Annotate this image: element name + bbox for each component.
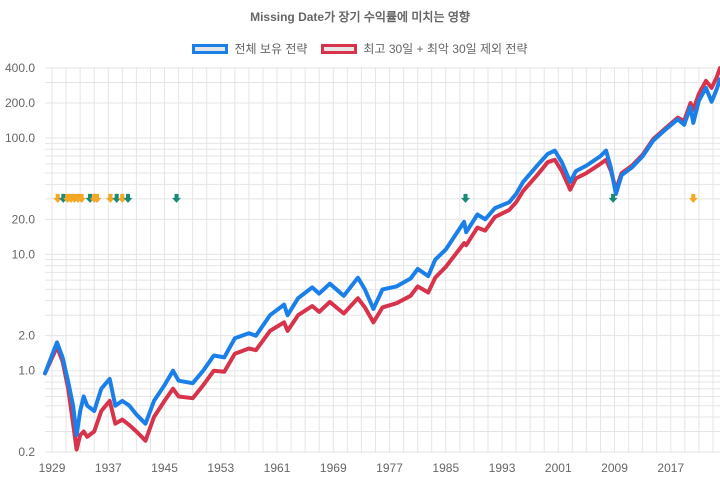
worst-day-marker (172, 193, 181, 203)
x-tick-label: 1929 (39, 461, 66, 475)
chart-title: Missing Date가 장기 수익률에 미치는 영향 (250, 10, 470, 24)
best-day-marker (77, 193, 87, 203)
x-tick-label: 1953 (207, 461, 234, 475)
x-tick-label: 2001 (545, 461, 572, 475)
worst-day-marker (85, 193, 95, 203)
y-tick-label: 10.0 (12, 247, 36, 261)
y-tick-label: 400.0 (5, 61, 35, 75)
worst-day-marker (58, 193, 68, 203)
x-tick-label: 1945 (151, 461, 178, 475)
best-day-marker (117, 193, 127, 203)
x-tick-label: 2009 (601, 461, 628, 475)
worst-day-marker (608, 193, 618, 203)
legend-swatch-exclude-days (321, 43, 358, 54)
best-day-marker (92, 193, 102, 203)
worst-day-marker (123, 193, 133, 203)
best-day-marker (105, 193, 115, 203)
worst-day-marker (461, 193, 470, 203)
chart-legend: 전체 보유 전략 최고 30일 + 최악 30일 제외 전략 (0, 40, 720, 57)
legend-label-exclude-days: 최고 30일 + 최악 30일 제외 전략 (363, 42, 528, 56)
best-day-marker (688, 193, 698, 203)
y-axis: 400.0 200.0 100.0 20.0 10.0 2.0 1.0 0.2 (5, 61, 35, 459)
x-tick-label: 1937 (95, 461, 122, 475)
legend-label-hold-all: 전체 보유 전략 (234, 42, 308, 56)
worst-day-marker (112, 193, 122, 203)
y-tick-label: 20.0 (12, 212, 36, 226)
x-tick-label: 1969 (320, 461, 347, 475)
y-tick-label: 200.0 (5, 96, 35, 110)
chart-series (43, 66, 720, 452)
series-line-exclude-days (43, 66, 720, 452)
legend-item-hold-all[interactable]: 전체 보유 전략 (192, 40, 307, 57)
best-day-marker (53, 193, 63, 203)
chart-grid (45, 67, 720, 453)
y-tick-label: 1.0 (18, 364, 35, 378)
x-tick-label: 2017 (657, 461, 684, 475)
y-tick-label: 100.0 (5, 131, 35, 145)
y-tick-label: 0.2 (18, 445, 35, 459)
x-tick-label: 1985 (432, 461, 459, 475)
y-tick-label: 2.0 (18, 329, 35, 343)
x-tick-label: 1977 (376, 461, 403, 475)
x-tick-label: 1961 (264, 461, 291, 475)
x-tick-label: 1993 (489, 461, 516, 475)
series-line-hold-all (43, 77, 720, 437)
legend-item-exclude-days[interactable]: 최고 30일 + 최악 30일 제외 전략 (321, 40, 528, 57)
legend-swatch-hold-all (192, 43, 229, 54)
x-axis: 1929 1937 1945 1953 1961 1969 1977 1985 1993 2001… (39, 461, 685, 475)
chart-markers (53, 193, 698, 203)
